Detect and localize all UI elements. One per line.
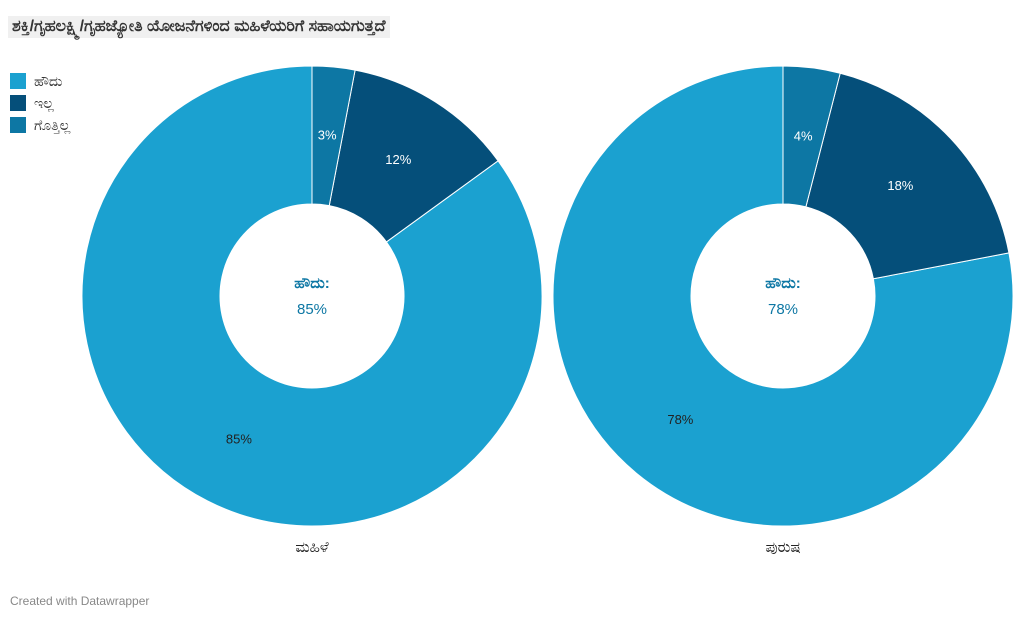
data-label-no: 12%: [385, 152, 411, 167]
legend-item-dontknow: ಗೊತ್ತಿಲ್ಲ: [10, 114, 70, 136]
legend-label-yes: ಹೌದು: [34, 72, 63, 89]
legend-label-dontknow: ಗೊತ್ತಿಲ್ಲ: [34, 116, 71, 133]
chart-title: ಶಕ್ತಿ/ಗೃಹಲಕ್ಷ್ಮಿ/ಗೃಹಜ್ಯೋತಿ ಯೋಜನೆಗಳಿಂದ ಮಹ…: [8, 16, 390, 38]
chart-name: ಮಹಿಳೆ: [295, 539, 329, 556]
footer-credit: Created with Datawrapper: [10, 594, 150, 608]
slice-no[interactable]: [328, 69, 499, 243]
legend-swatch-yes: [10, 73, 26, 89]
center-title: ಹೌದು:: [765, 275, 800, 292]
slice-yes[interactable]: [81, 65, 543, 527]
legend-swatch-dontknow: [10, 117, 26, 133]
slice-yes[interactable]: [552, 65, 1014, 527]
slice-dontknow[interactable]: [311, 65, 356, 207]
data-label-yes: 78%: [667, 412, 693, 427]
center-value: 85%: [297, 301, 327, 318]
slice-dontknow[interactable]: [782, 65, 841, 208]
donut-chart-1: 85% 12% 3% ಹೌದು: 85% ಮಹಿಳೆ: [81, 65, 543, 556]
data-label-dontknow: 3%: [318, 128, 337, 143]
legend-item-yes: ಹೌದು: [10, 70, 70, 92]
center-value: 78%: [768, 301, 798, 318]
legend: ಹೌದು ಇಲ್ಲ ಗೊತ್ತಿಲ್ಲ: [10, 70, 70, 136]
donut-chart-2: 78% 18% 4% ಹೌದು: 78% ಪುರುಷ: [552, 65, 1014, 556]
data-label-dontknow: 4%: [794, 128, 813, 143]
slice-no[interactable]: [805, 72, 1010, 280]
data-label-no: 18%: [887, 178, 913, 193]
center-title: ಹೌದು:: [294, 275, 329, 292]
data-label-yes: 85%: [226, 431, 252, 446]
chart-name: ಪುರುಷ: [765, 539, 800, 556]
legend-item-no: ಇಲ್ಲ: [10, 92, 70, 114]
legend-swatch-no: [10, 95, 26, 111]
legend-label-no: ಇಲ್ಲ: [34, 94, 54, 111]
